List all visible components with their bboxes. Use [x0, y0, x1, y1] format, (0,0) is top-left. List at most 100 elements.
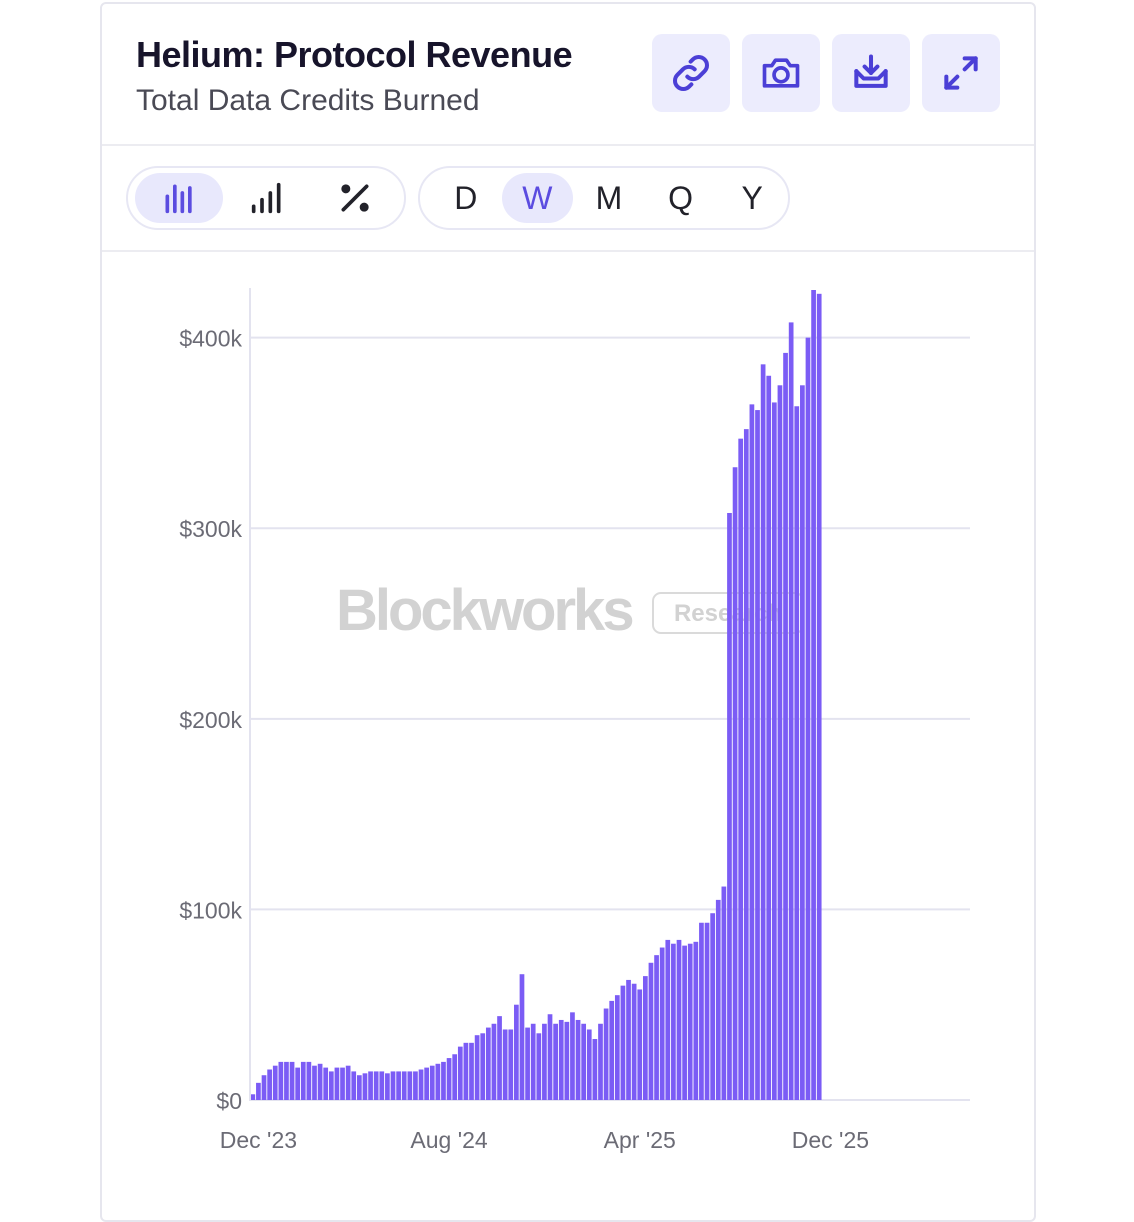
bar [480, 1033, 486, 1100]
bar [525, 1027, 530, 1100]
percent-icon [341, 184, 369, 212]
bar [704, 922, 710, 1100]
bar [356, 1075, 362, 1100]
x-tick-label: Dec '25 [792, 1127, 869, 1153]
x-tick-label: Dec '23 [220, 1127, 297, 1153]
bar-chart: Blockworks Research $0$100k$200k$300k$40… [179, 288, 970, 1153]
copy-link-button[interactable] [652, 34, 730, 112]
bar [816, 293, 822, 1100]
period-day[interactable]: D [454, 179, 478, 216]
bar [743, 429, 749, 1100]
bar [429, 1065, 435, 1100]
period-year[interactable]: Y [741, 179, 763, 216]
bar [699, 922, 704, 1100]
bar [508, 1029, 514, 1100]
bar [620, 985, 626, 1100]
bar [648, 962, 654, 1100]
chart-title: Helium: Protocol Revenue [136, 34, 573, 75]
grid-lines [250, 336, 970, 1101]
bar [334, 1067, 340, 1100]
bar [295, 1067, 301, 1100]
bar [351, 1071, 357, 1100]
card-header: Helium: Protocol Revenue Total Data Cred… [102, 4, 1034, 146]
bar [800, 385, 805, 1100]
bar [441, 1061, 446, 1100]
expand-button[interactable] [922, 34, 1000, 112]
bar [738, 438, 744, 1100]
period-month[interactable]: M [595, 179, 623, 216]
bar [598, 1023, 603, 1100]
bar [631, 983, 637, 1100]
y-tick-label: $200k [179, 707, 242, 733]
bar [267, 1069, 272, 1100]
bar [687, 943, 693, 1100]
y-tick-label: $100k [179, 897, 242, 923]
bar [777, 385, 783, 1100]
bar [642, 976, 648, 1100]
download-button[interactable] [832, 34, 910, 112]
action-buttons [652, 34, 1000, 112]
period-quarter[interactable]: Q [668, 179, 694, 216]
bar [396, 1071, 401, 1100]
bar [379, 1071, 385, 1100]
bar [469, 1042, 474, 1100]
bar [749, 404, 755, 1101]
bar [256, 1082, 261, 1100]
bar [323, 1067, 329, 1100]
bar [368, 1071, 373, 1100]
y-axis-ticks: $0 $100k $200k $300k $400k [179, 326, 242, 1114]
bar [626, 979, 631, 1100]
cumulative-chart-icon [251, 182, 281, 214]
bar-chart-button[interactable] [135, 173, 223, 223]
expand-icon [944, 56, 978, 90]
download-icon [854, 54, 888, 88]
y-tick-label: $0 [216, 1088, 242, 1114]
bar [603, 1008, 609, 1100]
bar [407, 1071, 413, 1100]
screenshot-button[interactable] [742, 34, 820, 112]
period-week[interactable]: W [501, 173, 574, 223]
bar [306, 1061, 312, 1100]
bar [373, 1071, 379, 1100]
bar [519, 974, 525, 1100]
bar-chart-icon [165, 184, 192, 214]
bar [317, 1063, 323, 1100]
bar [514, 1004, 519, 1100]
bar [564, 1021, 570, 1100]
y-tick-label: $300k [179, 516, 242, 542]
bar [278, 1061, 284, 1100]
watermark-brand: Blockworks [336, 578, 632, 643]
bar [312, 1065, 317, 1100]
bar [457, 1046, 463, 1100]
bar [586, 1029, 592, 1100]
x-axis-ticks: Dec '23 Aug '24 Apr '25 Dec '25 [220, 1127, 869, 1153]
bar [340, 1067, 345, 1100]
bar [760, 364, 766, 1100]
period-toggle: D W M Q Y [418, 166, 790, 230]
bar [553, 1023, 558, 1100]
bar [732, 467, 738, 1100]
bar [581, 1023, 587, 1100]
bar [614, 995, 620, 1100]
bar [592, 1039, 598, 1100]
percent-button[interactable] [311, 173, 399, 223]
bar [452, 1054, 458, 1100]
bar [530, 1023, 536, 1100]
bar [250, 1094, 256, 1100]
bar [710, 913, 716, 1100]
chart-area: Blockworks Research $0$100k$200k$300k$40… [102, 252, 1034, 1207]
bar [794, 406, 800, 1101]
bar [424, 1067, 430, 1100]
bar [693, 941, 699, 1100]
bar [328, 1071, 334, 1100]
camera-icon [762, 58, 800, 88]
cumulative-chart-button[interactable] [223, 173, 311, 223]
x-tick-label: Aug '24 [410, 1127, 487, 1153]
chart-card: Helium: Protocol Revenue Total Data Cred… [100, 2, 1036, 1222]
bar [721, 886, 727, 1100]
bar [558, 1019, 564, 1100]
bar [345, 1065, 351, 1100]
bar [491, 1023, 497, 1100]
bar [659, 947, 665, 1100]
bar [435, 1063, 441, 1100]
